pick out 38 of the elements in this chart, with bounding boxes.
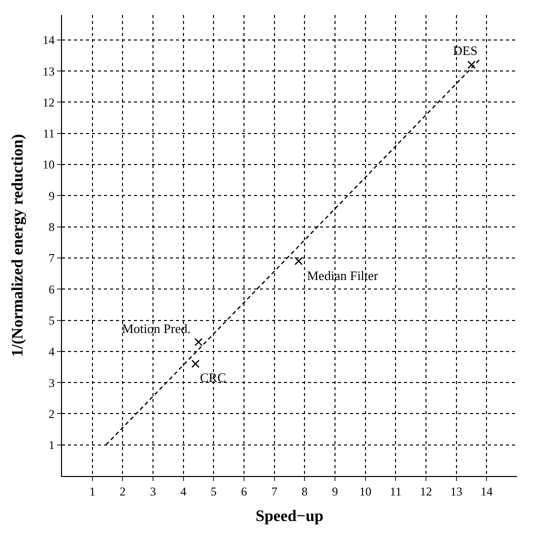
point (467, 60, 476, 69)
point (294, 256, 303, 266)
x-tick-label: 2 (120, 484, 126, 498)
y-tick-label: 9 (48, 188, 55, 203)
x-tick-label: 5 (210, 484, 217, 498)
y-tick-label: 7 (48, 251, 55, 266)
annotation: Median Filter (307, 268, 379, 283)
x-tick-label: 3 (150, 484, 156, 498)
annotation: Motion Pred. (122, 321, 191, 336)
x-tick-label: 4 (180, 484, 186, 498)
annotation: DES (453, 43, 478, 58)
y-tick-label: 4 (48, 344, 55, 359)
y-tick-label: 5 (48, 313, 55, 328)
x-tick-label: 14 (480, 484, 493, 498)
point (194, 338, 203, 346)
y-tick-label: 10 (42, 158, 55, 172)
y-tick-label: 14 (42, 33, 55, 48)
x-tick-label: 11 (390, 484, 402, 498)
x-tick-label: 6 (241, 484, 247, 498)
x-tick-label: 8 (302, 484, 308, 498)
y-tick-label: 11 (43, 126, 55, 141)
y-tick-label: 13 (42, 64, 55, 78)
y-tick-label: 8 (48, 220, 55, 234)
y-tick-label: 12 (42, 95, 55, 110)
x-tick-label: 1 (89, 484, 96, 498)
x-tick-label: 13 (450, 484, 462, 498)
x-tick-label: 9 (332, 484, 338, 498)
x-tick-label: 7 (271, 484, 278, 498)
point (191, 360, 200, 368)
y-tick-label: 6 (48, 282, 55, 296)
annotation: CRC (200, 370, 226, 385)
x-tick-label: 12 (420, 484, 432, 498)
x-axis-title: Speed−up (256, 508, 324, 526)
y-tick-label: 2 (48, 406, 55, 421)
y-axis-title: 1/(Normalized energy reduction) (10, 134, 26, 357)
y-tick-label: 3 (48, 376, 55, 390)
y-tick-label: 1 (48, 438, 55, 452)
x-tick-label: 10 (359, 484, 372, 498)
